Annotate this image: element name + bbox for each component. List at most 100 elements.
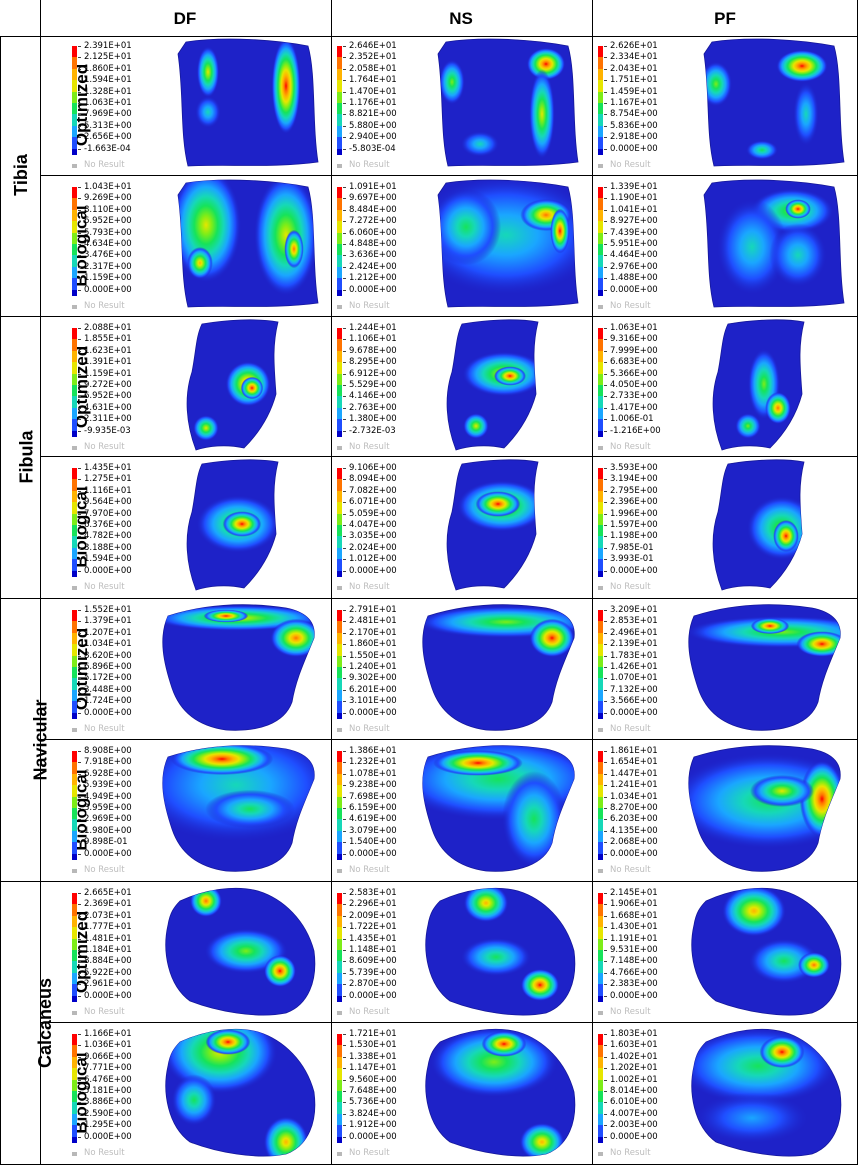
no-result-label: No Result [610,300,651,311]
legend-value: 8.620E+00 [84,650,132,661]
contour-plot-cell: 1.244E+01 1.106E+01 9.678E+00 8.295E+00 6.91… [335,316,590,457]
legend-value: 2.481E+01 [349,616,397,627]
legend-tick [604,479,607,481]
no-result-label: No Result [610,864,651,875]
legend-value: 1.241E+01 [610,780,658,791]
legend-value: 1.176E+01 [349,97,397,108]
legend-value: 4.631E+00 [84,402,132,413]
legend-tick [604,91,607,93]
legend-entry: 1.070E+01 [598,673,718,690]
legend-value: 1.912E+00 [349,1120,397,1131]
legend-tick [78,102,81,104]
frame-left-line [0,36,1,1164]
no-result-label: No Result [84,1006,125,1017]
legend-color-swatch [337,362,342,374]
legend-color-swatch [337,762,342,774]
legend-entry: 4.135E+00 [598,826,718,843]
legend-entry: 1.148E+01 [337,945,457,962]
legend-color-swatch [72,1136,77,1143]
legend-value: 8.270E+00 [610,802,658,813]
pressure-hotspot [263,1116,309,1157]
legend-color-swatch [598,148,603,155]
legend-tick [78,513,81,515]
legend-color-swatch [72,278,77,290]
legend-tick [343,666,346,668]
legend-entry: -1.663E-04 [72,144,192,160]
bone-surface-contour [425,1028,576,1157]
legend-color-swatch [72,853,77,860]
legend-entry: 1.078E+01 [337,769,457,786]
legend-value: 2.003E+00 [610,1120,658,1131]
legend-value: 1.530E+01 [349,1040,397,1051]
legend-entry: 1.906E+01 [598,899,718,916]
legend-color-swatch [337,278,342,290]
legend-color-swatch [598,1090,603,1103]
pressure-hotspot [205,1029,251,1055]
legend-entry: -2.732E-03 [337,426,457,442]
legend-value: 1.159E+00 [84,273,132,284]
pressure-hotspot [704,61,732,107]
legend-value: 9.560E+00 [349,1074,397,1085]
pressure-hotspot [178,180,242,283]
condition-label: Biological [41,486,91,567]
legend-value: 2.145E+01 [610,888,658,898]
legend-color-swatch [337,1045,342,1057]
legend-entry: 6.476E+00 [72,1075,192,1091]
legend-entry: 6.010E+00 [598,1097,718,1114]
legend-tick [604,209,607,211]
legend-tick [78,570,81,572]
legend-tick [78,430,81,432]
legend-tick [343,904,346,906]
legend-tick [604,362,607,364]
legend-color-swatch [598,255,603,267]
legend-tick [604,350,607,352]
legend-value: 2.170E+01 [349,627,397,638]
legend-entry: 8.270E+00 [598,803,718,820]
legend-color-swatch [598,68,603,81]
legend-entry: 1.721E+01 [337,1029,457,1046]
pressure-hotspot [750,618,790,634]
legend-color-swatch [598,949,603,962]
legend-entry: 0.000E+00 [598,144,718,160]
legend-entry: 9.316E+00 [598,334,718,351]
legend-entry: 0.000E+00 [72,849,192,865]
legend-color-swatch [598,289,603,296]
legend-tick [343,762,346,764]
legend-entry: 7.969E+00 [72,109,192,126]
legend-value: 1.980E+00 [84,825,132,836]
bone-surface-contour [446,319,539,451]
legend-tick [78,762,81,764]
legend-color-swatch [72,904,77,916]
legend-color-swatch [337,266,342,279]
legend-tick [604,915,607,917]
color-legend: 1.043E+01 9.269E+00 8.110E+00 6.952E+00 5.79… [72,182,192,312]
legend-color-swatch [337,1079,342,1091]
legend-tick [604,339,607,341]
legend-tick [604,114,607,116]
legend-tick [343,114,346,116]
legend-tick [343,1136,346,1138]
legend-color-swatch [598,502,603,514]
legend-value: 7.698E+00 [349,791,397,802]
pressure-hotspot [271,39,301,134]
legend-tick [343,621,346,623]
legend-color-swatch [72,266,77,279]
pressure-hotspot [433,750,523,776]
no-result-label: No Result [610,723,651,734]
legend-value: 4.047E+00 [349,519,397,530]
legend-value: 1.597E+00 [610,519,658,530]
legend-tick [343,610,346,611]
pressure-hotspot [750,775,814,807]
legend-tick [78,547,81,549]
legend-entry: 1.167E+01 [598,98,718,115]
legend-entry: 5.951E+00 [598,239,718,256]
legend-value: 6.060E+00 [349,227,397,238]
legend-no-result: No Result [337,442,457,453]
legend-value: 5.939E+00 [84,780,132,791]
legend-tick [78,961,81,963]
legend-value: 1.012E+00 [349,554,397,565]
legend-tick [343,198,346,200]
bone-divider-line [0,881,858,882]
legend-entry: 1.459E+01 [598,87,718,103]
legend-color-swatch [598,701,603,713]
